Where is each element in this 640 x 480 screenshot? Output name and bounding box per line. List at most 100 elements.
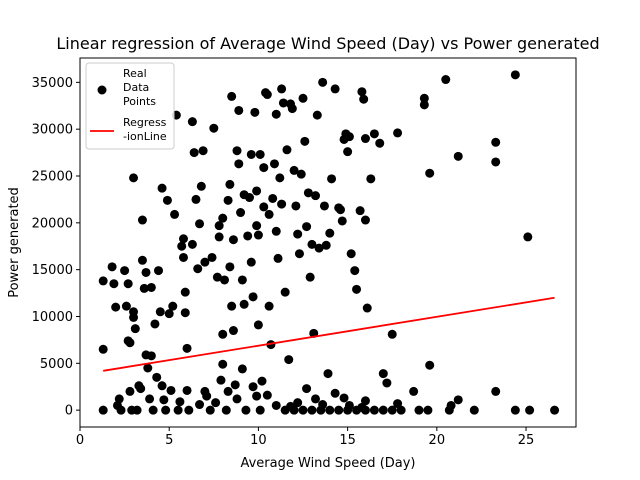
legend-label-real-data: Data bbox=[123, 81, 149, 94]
data-point bbox=[252, 391, 262, 401]
data-point bbox=[510, 405, 520, 415]
x-axis-label: Average Wind Speed (Day) bbox=[240, 456, 415, 471]
data-point bbox=[378, 405, 388, 415]
data-point bbox=[177, 241, 187, 251]
data-point bbox=[205, 405, 215, 415]
data-point bbox=[239, 299, 249, 309]
data-point bbox=[162, 195, 172, 205]
x-tick-label: 0 bbox=[76, 433, 84, 448]
data-point bbox=[189, 148, 199, 158]
x-tick-label: 10 bbox=[250, 433, 267, 448]
data-point bbox=[223, 386, 233, 396]
x-tick-label: 20 bbox=[429, 433, 446, 448]
data-point bbox=[107, 262, 117, 272]
data-point bbox=[146, 282, 156, 292]
data-point bbox=[116, 405, 126, 415]
y-tick-label: 0 bbox=[65, 404, 73, 419]
data-point bbox=[214, 221, 224, 231]
data-point bbox=[369, 405, 379, 415]
data-point bbox=[262, 90, 272, 100]
data-point bbox=[312, 110, 322, 120]
data-point bbox=[441, 75, 451, 85]
data-point bbox=[125, 338, 135, 348]
data-point bbox=[187, 239, 197, 249]
data-point bbox=[393, 128, 403, 138]
data-point bbox=[357, 402, 367, 412]
data-point bbox=[284, 355, 294, 365]
data-point bbox=[311, 394, 321, 404]
data-point bbox=[289, 165, 299, 175]
data-point bbox=[302, 222, 312, 232]
data-point bbox=[293, 398, 303, 408]
data-point bbox=[223, 195, 233, 205]
data-point bbox=[273, 253, 283, 263]
data-point bbox=[252, 186, 262, 196]
data-point bbox=[330, 388, 340, 398]
data-point bbox=[469, 405, 479, 415]
data-point bbox=[178, 234, 188, 244]
data-point bbox=[246, 257, 256, 267]
data-point bbox=[271, 226, 281, 236]
data-point bbox=[357, 87, 367, 97]
data-point bbox=[550, 405, 560, 415]
data-point bbox=[182, 343, 192, 353]
data-point bbox=[184, 405, 194, 415]
data-point bbox=[120, 266, 130, 276]
axes-frame bbox=[79, 57, 577, 428]
data-point bbox=[319, 201, 329, 211]
y-tick-label: 10000 bbox=[32, 310, 73, 325]
y-tick-label: 20000 bbox=[32, 216, 73, 231]
data-point bbox=[114, 394, 124, 404]
data-point bbox=[191, 194, 201, 204]
data-point bbox=[244, 193, 254, 203]
data-point bbox=[230, 380, 240, 390]
data-point bbox=[237, 275, 247, 285]
data-point bbox=[296, 169, 306, 179]
data-point bbox=[243, 231, 253, 241]
data-point bbox=[241, 405, 251, 415]
data-point bbox=[237, 364, 247, 374]
y-tick-label: 5000 bbox=[40, 357, 73, 372]
plot-area bbox=[98, 70, 560, 415]
data-point bbox=[198, 146, 208, 156]
data-point bbox=[262, 390, 272, 400]
data-point bbox=[98, 276, 108, 286]
data-point bbox=[168, 301, 178, 311]
data-point bbox=[214, 232, 224, 242]
data-point bbox=[220, 275, 230, 285]
data-point bbox=[298, 405, 308, 415]
data-point bbox=[277, 84, 287, 94]
data-point bbox=[396, 405, 406, 415]
data-point bbox=[136, 384, 146, 394]
data-point bbox=[187, 117, 197, 127]
data-point bbox=[419, 100, 429, 110]
data-point bbox=[344, 132, 354, 142]
data-point bbox=[178, 252, 188, 262]
data-point bbox=[287, 104, 297, 114]
data-point bbox=[387, 329, 397, 339]
data-point bbox=[129, 173, 139, 183]
data-point bbox=[344, 400, 354, 410]
data-point bbox=[157, 381, 167, 391]
data-point bbox=[409, 386, 419, 396]
data-point bbox=[266, 340, 276, 350]
data-point bbox=[269, 159, 279, 169]
data-point bbox=[228, 235, 238, 245]
data-point bbox=[182, 385, 192, 395]
data-point bbox=[255, 405, 265, 415]
data-point bbox=[129, 312, 139, 322]
data-point bbox=[330, 84, 340, 94]
data-point bbox=[159, 395, 169, 405]
data-point bbox=[109, 279, 119, 289]
data-point bbox=[195, 219, 205, 229]
data-point bbox=[264, 209, 274, 219]
data-point bbox=[302, 384, 312, 394]
data-point bbox=[378, 369, 388, 379]
data-point bbox=[275, 173, 285, 183]
data-point bbox=[311, 191, 321, 201]
data-point bbox=[148, 405, 158, 415]
legend-marker-real-data bbox=[97, 85, 107, 95]
data-point bbox=[419, 93, 429, 103]
data-point bbox=[453, 395, 463, 405]
data-point bbox=[337, 216, 347, 226]
